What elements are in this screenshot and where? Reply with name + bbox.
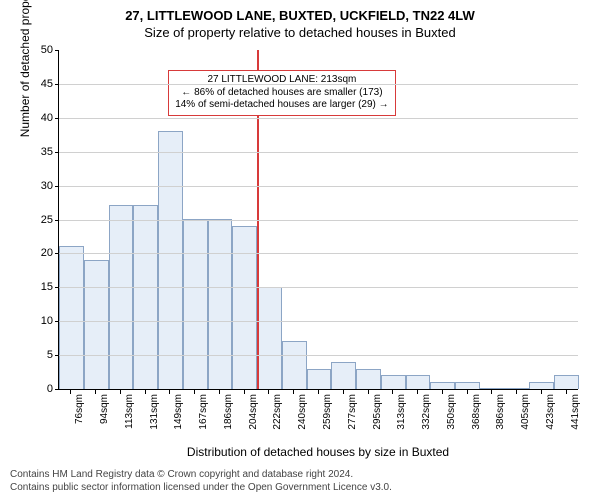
gridline: [59, 253, 578, 254]
plot-area: 27 LITTLEWOOD LANE: 213sqm ← 86% of deta…: [58, 50, 578, 390]
x-tick-label: 423sqm: [545, 394, 556, 430]
x-tick-label: 368sqm: [471, 394, 482, 430]
gridline: [59, 84, 578, 85]
x-tick-mark: [95, 390, 96, 394]
x-tick-mark: [442, 390, 443, 394]
x-axis-label: Distribution of detached houses by size …: [187, 445, 449, 459]
histogram-bar: [356, 369, 381, 389]
y-tick-mark: [55, 186, 59, 187]
x-tick-label: 313sqm: [396, 394, 407, 430]
x-tick-mark: [541, 390, 542, 394]
histogram-bar: [208, 219, 233, 389]
x-tick-mark: [318, 390, 319, 394]
histogram-bar: [381, 375, 406, 389]
histogram-bar: [257, 287, 282, 389]
x-tick-mark: [219, 390, 220, 394]
y-tick-mark: [55, 118, 59, 119]
x-tick-label: 76sqm: [74, 394, 85, 424]
x-tick-label: 186sqm: [223, 394, 234, 430]
histogram-bar: [455, 382, 480, 389]
x-tick-label: 386sqm: [495, 394, 506, 430]
x-tick-mark: [70, 390, 71, 394]
x-tick-label: 259sqm: [322, 394, 333, 430]
x-tick-label: 131sqm: [149, 394, 160, 430]
x-tick-label: 350sqm: [446, 394, 457, 430]
histogram-bar: [133, 205, 158, 389]
footer-line1: Contains HM Land Registry data © Crown c…: [10, 469, 590, 482]
y-tick-mark: [55, 287, 59, 288]
annotation-box: 27 LITTLEWOOD LANE: 213sqm ← 86% of deta…: [168, 70, 395, 116]
annot-line2: ← 86% of detached houses are smaller (17…: [175, 87, 388, 100]
x-tick-labels: 76sqm 94sqm 113sqm 131sqm 149sqm 167sqm 186sqm…: [58, 390, 578, 440]
x-tick-label: 277sqm: [347, 394, 358, 430]
gridline: [59, 152, 578, 153]
x-tick-mark: [268, 390, 269, 394]
y-tick-mark: [55, 50, 59, 51]
annot-line3: 14% of semi-detached houses are larger (…: [175, 99, 388, 112]
x-tick-label: 332sqm: [421, 394, 432, 430]
x-tick-mark: [566, 390, 567, 394]
histogram-bar: [406, 375, 431, 389]
histogram-bar: [331, 362, 356, 389]
histogram-bar: [480, 388, 505, 389]
chart-area: 27 LITTLEWOOD LANE: 213sqm ← 86% of deta…: [58, 50, 578, 430]
histogram-bar: [529, 382, 554, 389]
x-tick-mark: [491, 390, 492, 394]
x-tick-mark: [417, 390, 418, 394]
gridline: [59, 118, 578, 119]
y-tick-mark: [55, 355, 59, 356]
x-tick-label: 149sqm: [173, 394, 184, 430]
x-tick-label: 204sqm: [248, 394, 259, 430]
y-axis-label: Number of detached properties: [18, 0, 32, 137]
gridline: [59, 186, 578, 187]
histogram-bar: [430, 382, 455, 389]
annot-line1: 27 LITTLEWOOD LANE: 213sqm: [175, 74, 388, 87]
x-tick-mark: [392, 390, 393, 394]
x-tick-label: 240sqm: [297, 394, 308, 430]
histogram-bar: [158, 131, 183, 389]
histogram-bar: [554, 375, 579, 389]
histogram-bar: [109, 205, 134, 389]
gridline: [59, 220, 578, 221]
histogram-bar: [232, 226, 257, 389]
x-tick-mark: [244, 390, 245, 394]
x-tick-mark: [467, 390, 468, 394]
histogram-bar: [282, 341, 307, 389]
y-tick-mark: [55, 220, 59, 221]
x-tick-label: 113sqm: [124, 394, 135, 429]
y-tick-mark: [55, 321, 59, 322]
x-tick-mark: [368, 390, 369, 394]
gridline: [59, 321, 578, 322]
x-tick-mark: [516, 390, 517, 394]
histogram-bar: [59, 246, 84, 389]
x-tick-mark: [120, 390, 121, 394]
chart-title: 27, LITTLEWOOD LANE, BUXTED, UCKFIELD, T…: [0, 0, 600, 23]
x-tick-label: 167sqm: [198, 394, 209, 430]
x-tick-mark: [169, 390, 170, 394]
x-tick-label: 222sqm: [272, 394, 283, 430]
x-tick-label: 441sqm: [570, 394, 581, 430]
footer-line2: Contains public sector information licen…: [10, 482, 590, 495]
y-tick-mark: [55, 152, 59, 153]
x-tick-label: 94sqm: [99, 394, 110, 424]
x-tick-mark: [194, 390, 195, 394]
x-tick-mark: [145, 390, 146, 394]
x-tick-label: 295sqm: [372, 394, 383, 430]
y-tick-mark: [55, 84, 59, 85]
x-tick-label: 405sqm: [520, 394, 531, 430]
histogram-bar: [307, 369, 332, 389]
x-tick-mark: [293, 390, 294, 394]
x-tick-mark: [343, 390, 344, 394]
histogram-bar: [505, 388, 530, 389]
y-tick-mark: [55, 253, 59, 254]
chart-subtitle: Size of property relative to detached ho…: [0, 23, 600, 40]
footer-attribution: Contains HM Land Registry data © Crown c…: [10, 469, 590, 494]
gridline: [59, 287, 578, 288]
gridline: [59, 355, 578, 356]
histogram-bar: [183, 219, 208, 389]
histogram-bar: [84, 260, 109, 389]
